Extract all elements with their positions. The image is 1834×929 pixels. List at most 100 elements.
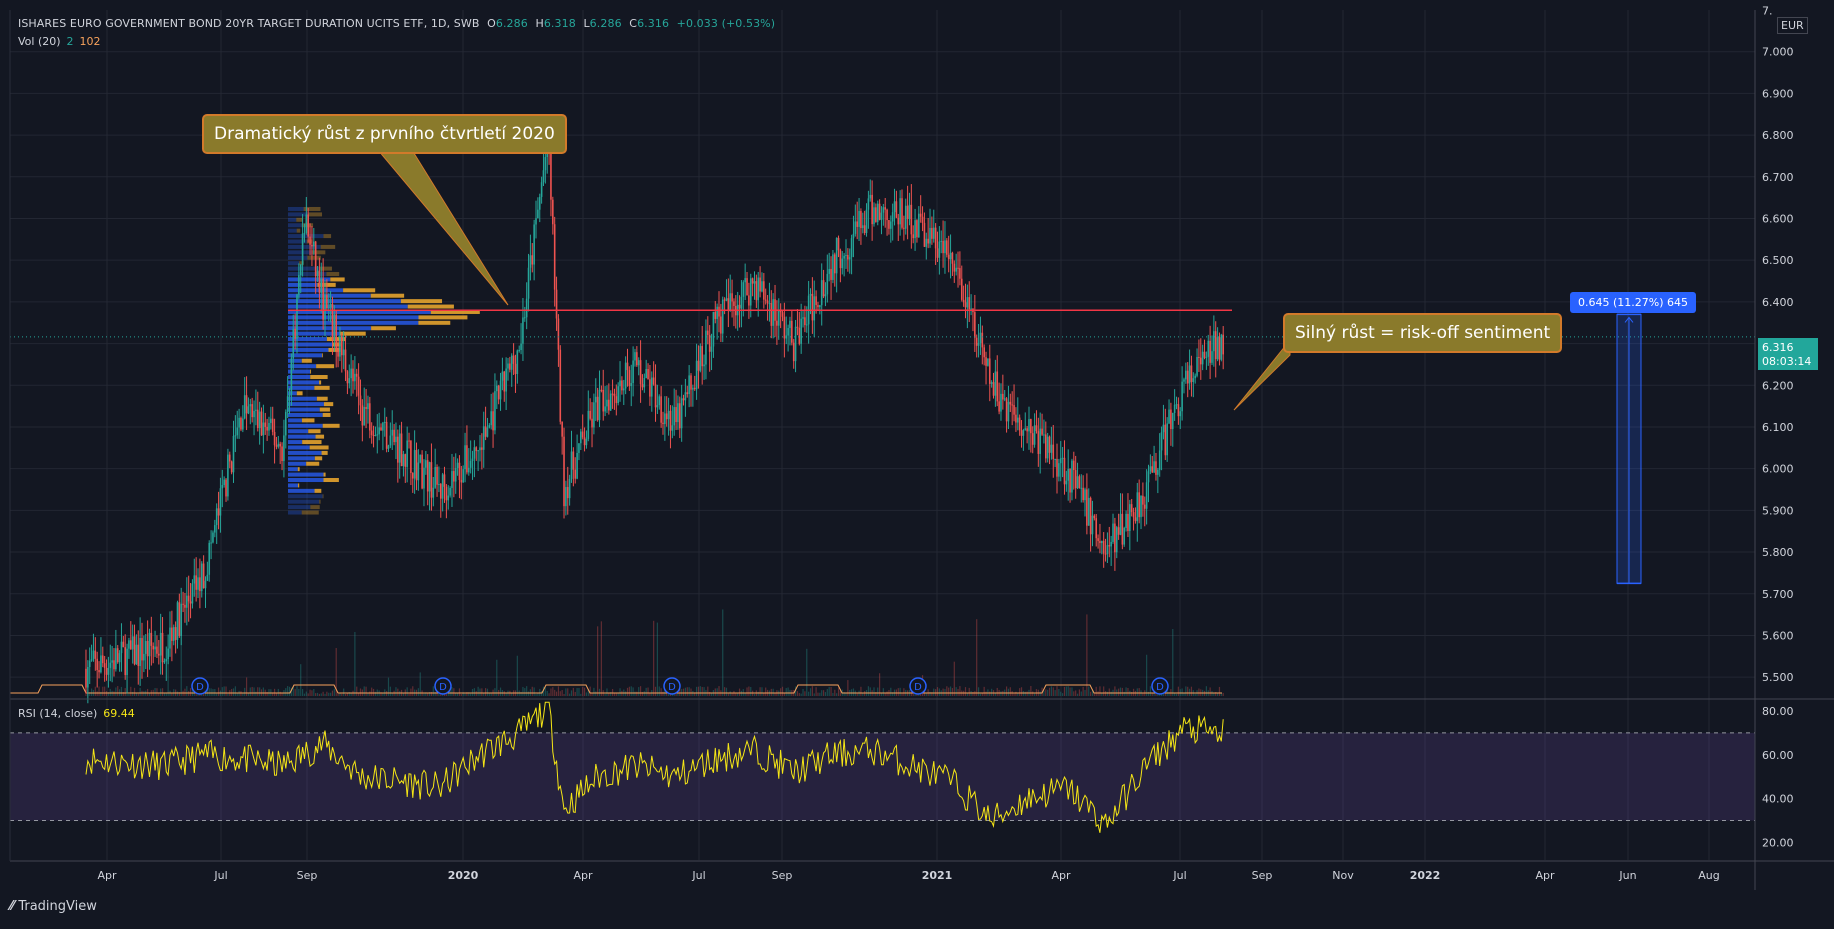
annotation-right[interactable]: Silný růst = risk-off sentiment (1283, 313, 1563, 353)
tradingview-wordmark: TradingView (18, 899, 97, 914)
profile-bar-down (322, 423, 340, 428)
candle-body (753, 281, 756, 284)
candle-body (906, 205, 909, 219)
candle-body (370, 430, 373, 435)
volume-bar (133, 687, 136, 696)
candle-body (264, 422, 267, 427)
volume-bar (1039, 691, 1041, 696)
volume-bar (475, 691, 477, 696)
last-price: 6.316 (1762, 341, 1794, 354)
volume-bar (344, 693, 347, 696)
dividend-marker: D (434, 677, 452, 695)
volume-bar (234, 686, 236, 696)
volume-bar (1071, 687, 1073, 696)
candle-body (503, 371, 506, 392)
candle-body (718, 306, 720, 317)
volume-bar (488, 692, 490, 696)
candle-body (768, 303, 771, 305)
volume-bar (1198, 688, 1200, 696)
candle-body (1205, 356, 1208, 358)
volume-bar (1174, 693, 1176, 696)
tradingview-logo[interactable]: ⁄⁄ TradingView (10, 899, 97, 914)
candle-body (1065, 480, 1068, 485)
candle-body (561, 421, 563, 437)
candle-body (212, 532, 214, 543)
candle-body (1071, 460, 1073, 493)
candle-body (671, 425, 674, 431)
volume-bar (925, 693, 927, 696)
candle-body (199, 577, 201, 592)
profile-bar-down (307, 255, 321, 260)
profile-bar-up (288, 494, 323, 499)
volume-bar (688, 687, 690, 696)
candle-body (1013, 405, 1015, 415)
candle-body (214, 525, 216, 533)
candle-body (869, 194, 872, 199)
volume-bar (1048, 687, 1051, 696)
candle-body (322, 278, 324, 320)
candle-body (115, 648, 117, 670)
volume-bar (253, 687, 255, 696)
candle-body (512, 355, 515, 364)
volume-bar (339, 693, 341, 696)
profile-bar-up (288, 326, 372, 331)
volume-bar (1131, 692, 1133, 696)
candle-body (649, 379, 651, 397)
candle-body (1173, 404, 1176, 414)
annotation-left[interactable]: Dramatický růst z prvního čtvrtletí 2020 (202, 114, 567, 154)
volume-bar (748, 686, 750, 696)
candle-body (559, 349, 562, 422)
candle-body (258, 411, 261, 429)
candle-body (288, 394, 291, 397)
candle-body (1168, 409, 1170, 424)
candle-body (290, 358, 293, 395)
candle-body (957, 267, 959, 269)
candle-body (619, 380, 621, 387)
candle-body (710, 346, 713, 352)
volume-bar (703, 687, 705, 696)
candle-body (329, 303, 332, 308)
candle-body (413, 450, 416, 479)
volume-bar (724, 687, 726, 696)
candle-body (720, 316, 722, 334)
volume-bar (380, 692, 382, 696)
profile-bar-down (314, 385, 330, 390)
candle-body (1110, 541, 1112, 547)
profile-bar-up (288, 358, 302, 363)
currency-button[interactable]: EUR (1777, 17, 1808, 34)
candle-body (733, 301, 735, 306)
candle-body (225, 479, 227, 497)
candle-body (232, 435, 235, 473)
candle-body (804, 317, 806, 326)
volume-bar (968, 687, 970, 696)
volume-bar (1138, 688, 1140, 696)
volume-bar (798, 693, 800, 696)
volume-bar (402, 692, 405, 696)
profile-bar-down (323, 472, 326, 477)
measure-label[interactable]: 0.645 (11.27%) 645 (1570, 292, 1697, 313)
profile-bar-down (299, 261, 304, 266)
volume-bar (660, 688, 662, 696)
candle-body (647, 368, 649, 380)
candle-body (456, 462, 459, 468)
candle-body (873, 207, 875, 225)
candle-body (705, 330, 707, 365)
tradingview-mark-icon: ⁄⁄ (10, 899, 15, 914)
candle-body (101, 655, 104, 664)
candle-body (432, 487, 435, 498)
candle-body (1130, 504, 1133, 513)
candle-body (665, 413, 668, 420)
volume-bar (804, 691, 806, 696)
candle-body (757, 277, 760, 301)
candle-body (809, 293, 812, 296)
candle-body (861, 225, 864, 229)
candle-body (962, 299, 965, 303)
time-tick-label: 2022 (1410, 869, 1441, 882)
volume-bar (356, 686, 358, 696)
candle-body (749, 278, 752, 306)
volume-bar (285, 688, 287, 696)
volume-bar (800, 693, 802, 696)
volume-bar (206, 687, 208, 696)
